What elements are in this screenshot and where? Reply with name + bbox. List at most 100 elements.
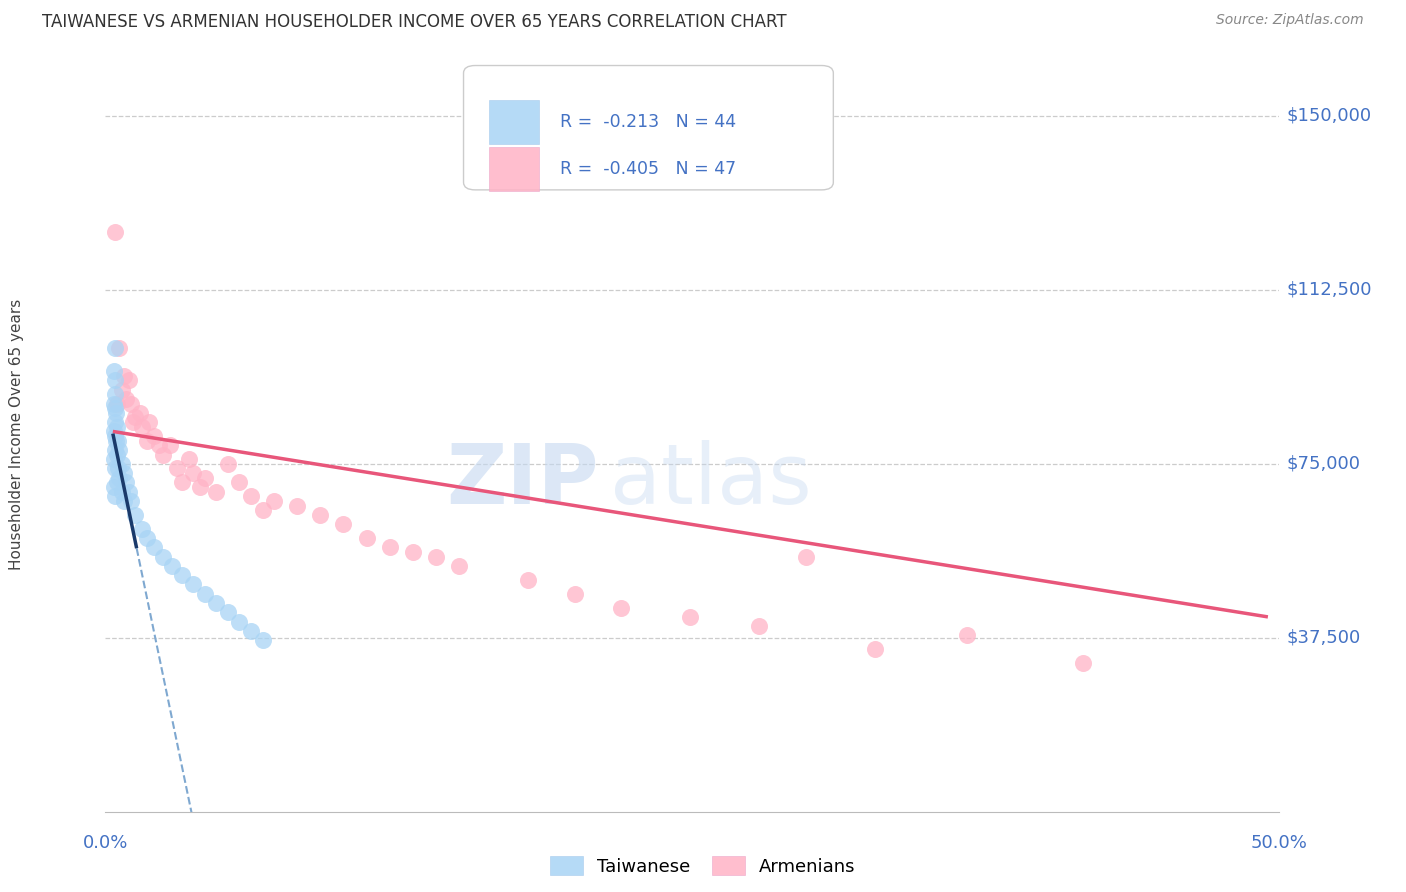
Point [152, 448, 174, 462]
Point [138, 415, 160, 429]
Point [117, 373, 139, 387]
Point [104, 442, 127, 457]
FancyBboxPatch shape [464, 65, 834, 190]
Point [205, 596, 228, 610]
Point [107, 434, 129, 448]
Point [108, 471, 131, 485]
Text: atlas: atlas [610, 440, 813, 521]
Point [217, 457, 239, 471]
Point [159, 438, 181, 452]
Point [104, 406, 127, 420]
Point [111, 383, 134, 397]
Point [517, 573, 540, 587]
Point [104, 415, 127, 429]
Point [425, 549, 447, 564]
Point [104, 401, 127, 416]
Point [104, 461, 127, 475]
Text: ZIP: ZIP [446, 440, 599, 521]
Point [136, 434, 159, 448]
Point [108, 341, 131, 355]
Point [188, 480, 211, 494]
Point [228, 615, 250, 629]
Point [105, 448, 128, 462]
Text: $112,500: $112,500 [1286, 281, 1372, 299]
FancyBboxPatch shape [489, 101, 538, 145]
Point [240, 624, 263, 638]
Point [112, 494, 135, 508]
Point [378, 541, 401, 555]
Point [217, 605, 239, 619]
Point [131, 419, 153, 434]
Point [309, 508, 332, 522]
Point [181, 577, 204, 591]
Point [103, 396, 125, 410]
Point [115, 475, 138, 490]
Point [285, 499, 308, 513]
Point [205, 484, 228, 499]
Point [120, 396, 142, 410]
Text: $75,000: $75,000 [1286, 455, 1361, 473]
Point [136, 531, 159, 545]
Point [111, 484, 134, 499]
Point [148, 438, 170, 452]
Point [956, 628, 979, 642]
Point [863, 642, 886, 657]
Point [131, 522, 153, 536]
Point [122, 415, 145, 429]
Point [170, 475, 193, 490]
Point [105, 419, 128, 434]
Point [103, 364, 125, 378]
Point [748, 619, 770, 633]
Point [228, 475, 250, 490]
Point [129, 406, 152, 420]
Point [162, 558, 184, 573]
Point [112, 466, 135, 480]
Point [104, 341, 127, 355]
Point [112, 368, 135, 383]
Point [166, 461, 188, 475]
Text: Householder Income Over 65 years: Householder Income Over 65 years [10, 299, 24, 571]
Point [194, 587, 217, 601]
Point [240, 489, 263, 503]
Point [181, 466, 204, 480]
Text: $150,000: $150,000 [1286, 107, 1372, 125]
Text: TAIWANESE VS ARMENIAN HOUSEHOLDER INCOME OVER 65 YEARS CORRELATION CHART: TAIWANESE VS ARMENIAN HOUSEHOLDER INCOME… [42, 13, 787, 31]
Point [104, 434, 127, 448]
Point [356, 531, 378, 545]
Legend: Taiwanese, Armenians: Taiwanese, Armenians [543, 849, 863, 883]
Point [111, 457, 134, 471]
Point [194, 471, 217, 485]
Point [252, 503, 274, 517]
Point [104, 225, 127, 239]
Point [107, 461, 129, 475]
Point [143, 429, 166, 443]
Point [103, 452, 125, 467]
Point [794, 549, 817, 564]
Point [115, 392, 138, 406]
Point [105, 396, 128, 410]
Point [104, 429, 127, 443]
Point [252, 633, 274, 648]
Text: 50.0%: 50.0% [1251, 834, 1308, 852]
Text: $37,500: $37,500 [1286, 629, 1361, 647]
Point [105, 475, 128, 490]
Point [103, 480, 125, 494]
Text: Source: ZipAtlas.com: Source: ZipAtlas.com [1216, 13, 1364, 28]
Point [120, 494, 142, 508]
Point [104, 373, 127, 387]
Point [1071, 657, 1094, 671]
Point [143, 541, 166, 555]
Point [177, 452, 200, 467]
Point [124, 508, 146, 522]
Point [108, 442, 131, 457]
Point [104, 489, 127, 503]
Point [152, 549, 174, 564]
Point [679, 610, 702, 624]
Text: R =  -0.405   N = 47: R = -0.405 N = 47 [560, 161, 735, 178]
Point [170, 568, 193, 582]
Point [564, 587, 586, 601]
Text: 0.0%: 0.0% [83, 834, 128, 852]
Point [104, 387, 127, 401]
Point [402, 545, 425, 559]
Point [332, 517, 354, 532]
